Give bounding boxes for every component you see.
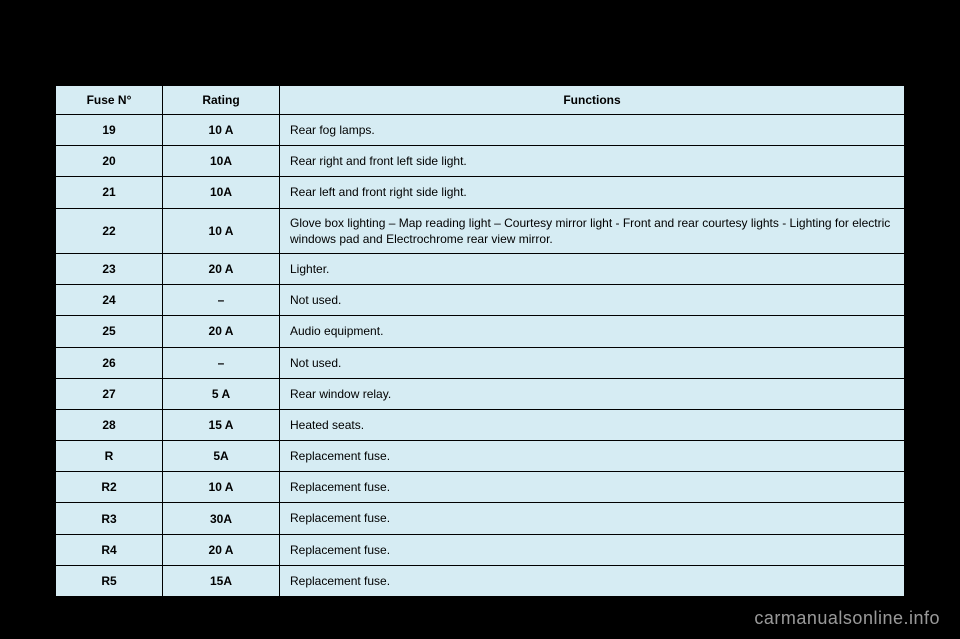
table-body: 19 10 A Rear fog lamps. 20 10A Rear righ… [56,115,905,597]
rating-cell: 15A [163,565,280,596]
functions-cell: Not used. [280,285,905,316]
table-row: 20 10A Rear right and front left side li… [56,146,905,177]
header-functions: Functions [280,86,905,115]
fuse-cell: R3 [56,503,163,534]
functions-cell: Lighter. [280,253,905,284]
functions-cell: Glove box lighting – Map reading light –… [280,208,905,253]
fuse-table-container: Fuse N° Rating Functions 19 10 A Rear fo… [55,85,905,597]
functions-cell: Replacement fuse. [280,472,905,503]
functions-cell: Replacement fuse. [280,503,905,534]
table-row: 28 15 A Heated seats. [56,409,905,440]
rating-cell: 15 A [163,409,280,440]
rating-cell: 10A [163,146,280,177]
fuse-cell: 25 [56,316,163,347]
functions-cell: Replacement fuse. [280,534,905,565]
functions-cell: Rear fog lamps. [280,115,905,146]
rating-cell: 10 A [163,115,280,146]
fuse-cell: 28 [56,409,163,440]
watermark-text: carmanualsonline.info [754,608,940,629]
rating-cell: – [163,347,280,378]
table-row: 23 20 A Lighter. [56,253,905,284]
rating-cell: 5 A [163,378,280,409]
functions-cell: Heated seats. [280,409,905,440]
header-rating: Rating [163,86,280,115]
fuse-table: Fuse N° Rating Functions 19 10 A Rear fo… [55,85,905,597]
table-header-row: Fuse N° Rating Functions [56,86,905,115]
rating-cell: 10 A [163,472,280,503]
rating-cell: 20 A [163,253,280,284]
table-row: R5 15A Replacement fuse. [56,565,905,596]
table-row: 24 – Not used. [56,285,905,316]
fuse-cell: 24 [56,285,163,316]
fuse-cell: R4 [56,534,163,565]
fuse-cell: R [56,441,163,472]
functions-cell: Audio equipment. [280,316,905,347]
fuse-cell: R2 [56,472,163,503]
fuse-cell: 20 [56,146,163,177]
rating-cell: 20 A [163,316,280,347]
functions-cell: Not used. [280,347,905,378]
rating-cell: 10A [163,177,280,208]
functions-cell: Rear right and front left side light. [280,146,905,177]
table-row: R2 10 A Replacement fuse. [56,472,905,503]
rating-cell: 5A [163,441,280,472]
fuse-cell: 19 [56,115,163,146]
header-fuse: Fuse N° [56,86,163,115]
functions-cell: Replacement fuse. [280,565,905,596]
fuse-cell: 22 [56,208,163,253]
table-row: 26 – Not used. [56,347,905,378]
rating-cell: 20 A [163,534,280,565]
rating-cell: 30A [163,503,280,534]
fuse-cell: 21 [56,177,163,208]
table-row: R 5A Replacement fuse. [56,441,905,472]
table-row: 22 10 A Glove box lighting – Map reading… [56,208,905,253]
rating-cell: 10 A [163,208,280,253]
fuse-cell: R5 [56,565,163,596]
table-row: 27 5 A Rear window relay. [56,378,905,409]
table-row: R3 30A Replacement fuse. [56,503,905,534]
table-row: 19 10 A Rear fog lamps. [56,115,905,146]
fuse-cell: 27 [56,378,163,409]
table-row: 21 10A Rear left and front right side li… [56,177,905,208]
fuse-cell: 23 [56,253,163,284]
rating-cell: – [163,285,280,316]
table-row: R4 20 A Replacement fuse. [56,534,905,565]
functions-cell: Replacement fuse. [280,441,905,472]
functions-cell: Rear left and front right side light. [280,177,905,208]
table-row: 25 20 A Audio equipment. [56,316,905,347]
functions-cell: Rear window relay. [280,378,905,409]
fuse-cell: 26 [56,347,163,378]
